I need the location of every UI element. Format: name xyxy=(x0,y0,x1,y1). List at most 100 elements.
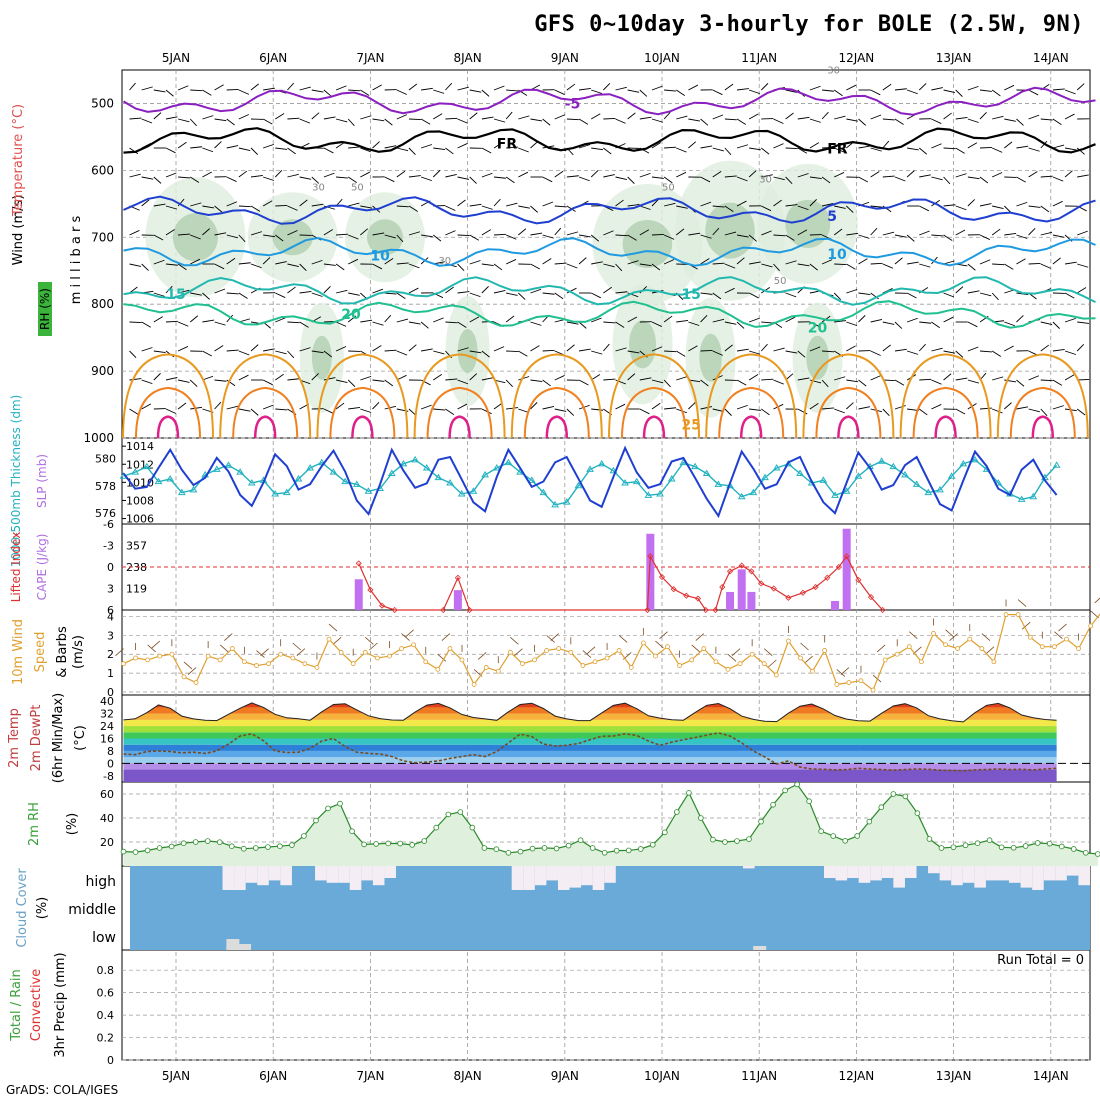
wind-barb xyxy=(834,205,846,209)
lifted-index-marker xyxy=(670,586,677,593)
wind-barb xyxy=(542,258,552,265)
wind-barb xyxy=(1016,315,1024,323)
surface-wind-barb xyxy=(981,633,991,641)
wind-barb xyxy=(809,321,820,328)
wind-barb xyxy=(372,345,382,352)
wind-barb xyxy=(590,170,599,178)
wind-tick-label: 3 xyxy=(107,629,114,642)
wind-barb xyxy=(348,234,359,240)
wind-barb xyxy=(651,321,662,327)
wind-barb xyxy=(907,147,919,151)
cloud-clear-high xyxy=(257,866,269,886)
wind-barb xyxy=(955,117,968,120)
wind-barb xyxy=(335,321,347,327)
wind-barb xyxy=(639,116,652,120)
wind-barb xyxy=(542,201,554,207)
wind-barb xyxy=(165,285,173,294)
wind-barb xyxy=(590,113,601,120)
wind-barb xyxy=(505,176,515,184)
wind-speed-marker xyxy=(1064,636,1069,642)
wind-barb xyxy=(238,350,250,356)
dewpoint-line xyxy=(123,732,1057,772)
wind-barb xyxy=(1052,257,1061,265)
wind-barb xyxy=(360,319,373,323)
wind-tick-label: 2 xyxy=(107,648,114,661)
wind-barb xyxy=(226,145,239,149)
wind-barb xyxy=(822,89,834,92)
wind-barb xyxy=(420,144,433,149)
thickness-marker xyxy=(142,462,151,470)
temperature-band xyxy=(123,763,1057,770)
wind-barb xyxy=(177,198,185,207)
lifted-index-marker xyxy=(758,580,765,587)
wind-barb xyxy=(579,88,591,91)
surface-wind-barb xyxy=(763,648,773,656)
surface-wind-barb xyxy=(659,631,668,639)
thickness-marker xyxy=(166,474,175,482)
slp-axis-label: SLP (mb) xyxy=(35,454,49,508)
cape-bar xyxy=(831,600,840,610)
surface-wind-barb xyxy=(115,648,124,656)
wind-barb xyxy=(603,263,615,268)
lifted-index-marker xyxy=(454,574,461,581)
wind-barb xyxy=(348,89,361,92)
rh-marker xyxy=(180,840,187,846)
wind-barb xyxy=(1028,171,1038,178)
rh-contour-label: 50 xyxy=(351,182,364,193)
wind-barb xyxy=(214,118,227,122)
wind-speed-marker xyxy=(689,657,695,663)
wind-speed-line xyxy=(123,613,1100,692)
rh-legend-box xyxy=(38,282,52,336)
precip-tick-label: 0.4 xyxy=(97,1009,115,1022)
rh-marker xyxy=(541,845,548,851)
wind-barb xyxy=(178,118,190,123)
rh-marker xyxy=(649,841,656,848)
thickness-marker xyxy=(399,459,408,467)
wind-barb xyxy=(177,85,189,91)
rh-marker xyxy=(313,817,319,824)
wind-barb xyxy=(178,176,191,179)
cloud-clear-high xyxy=(985,866,998,881)
rh-marker xyxy=(890,791,897,797)
wind-speed-marker xyxy=(1076,646,1081,651)
wind-barb xyxy=(506,146,519,149)
surface-wind-barb xyxy=(945,629,954,638)
wind-barb xyxy=(445,378,458,381)
wind-barb xyxy=(323,350,333,358)
bottom-time-label: 8JAN xyxy=(454,1069,482,1083)
wind-barb xyxy=(250,205,261,212)
wind-barb xyxy=(469,350,482,354)
wind-barb xyxy=(1076,83,1085,91)
wind-barb xyxy=(336,176,348,179)
bottom-time-label: 9JAN xyxy=(551,1069,579,1083)
thickness-marker xyxy=(282,488,291,496)
wind-barb xyxy=(518,205,530,209)
cape-tick-label: 357 xyxy=(126,540,147,553)
wind10m-axis-label: 10m Wind xyxy=(11,619,26,685)
wind-barb xyxy=(493,176,506,179)
cloud-clear-high xyxy=(893,866,905,888)
wind-barb xyxy=(724,147,732,156)
wind-barb xyxy=(761,205,772,212)
wind-speed-marker xyxy=(1003,612,1009,617)
wind-barb xyxy=(809,142,820,149)
wind-barb xyxy=(591,292,601,299)
wind-barb xyxy=(505,234,517,240)
wind-barb xyxy=(821,259,833,265)
wind-speed-marker xyxy=(338,649,344,655)
temperature-contour-label: 20 xyxy=(808,321,828,337)
precip-axis-label: 3hr Precip (mm) xyxy=(53,952,68,1057)
wind-barb xyxy=(955,89,963,97)
wind-barb xyxy=(639,263,652,267)
wind-barb xyxy=(590,234,600,242)
temperature-band xyxy=(123,732,1057,739)
wind-tick-label: 1 xyxy=(107,667,114,680)
wind-barb xyxy=(627,204,640,207)
wind-barb xyxy=(396,350,408,356)
wind-barb xyxy=(1076,408,1086,416)
wind-barb xyxy=(943,350,956,354)
lifted-index-marker xyxy=(391,606,398,614)
rh-marker xyxy=(361,841,367,848)
lifted-index-axis-label: Lifted Index xyxy=(9,532,23,603)
wind-barb xyxy=(396,170,406,178)
